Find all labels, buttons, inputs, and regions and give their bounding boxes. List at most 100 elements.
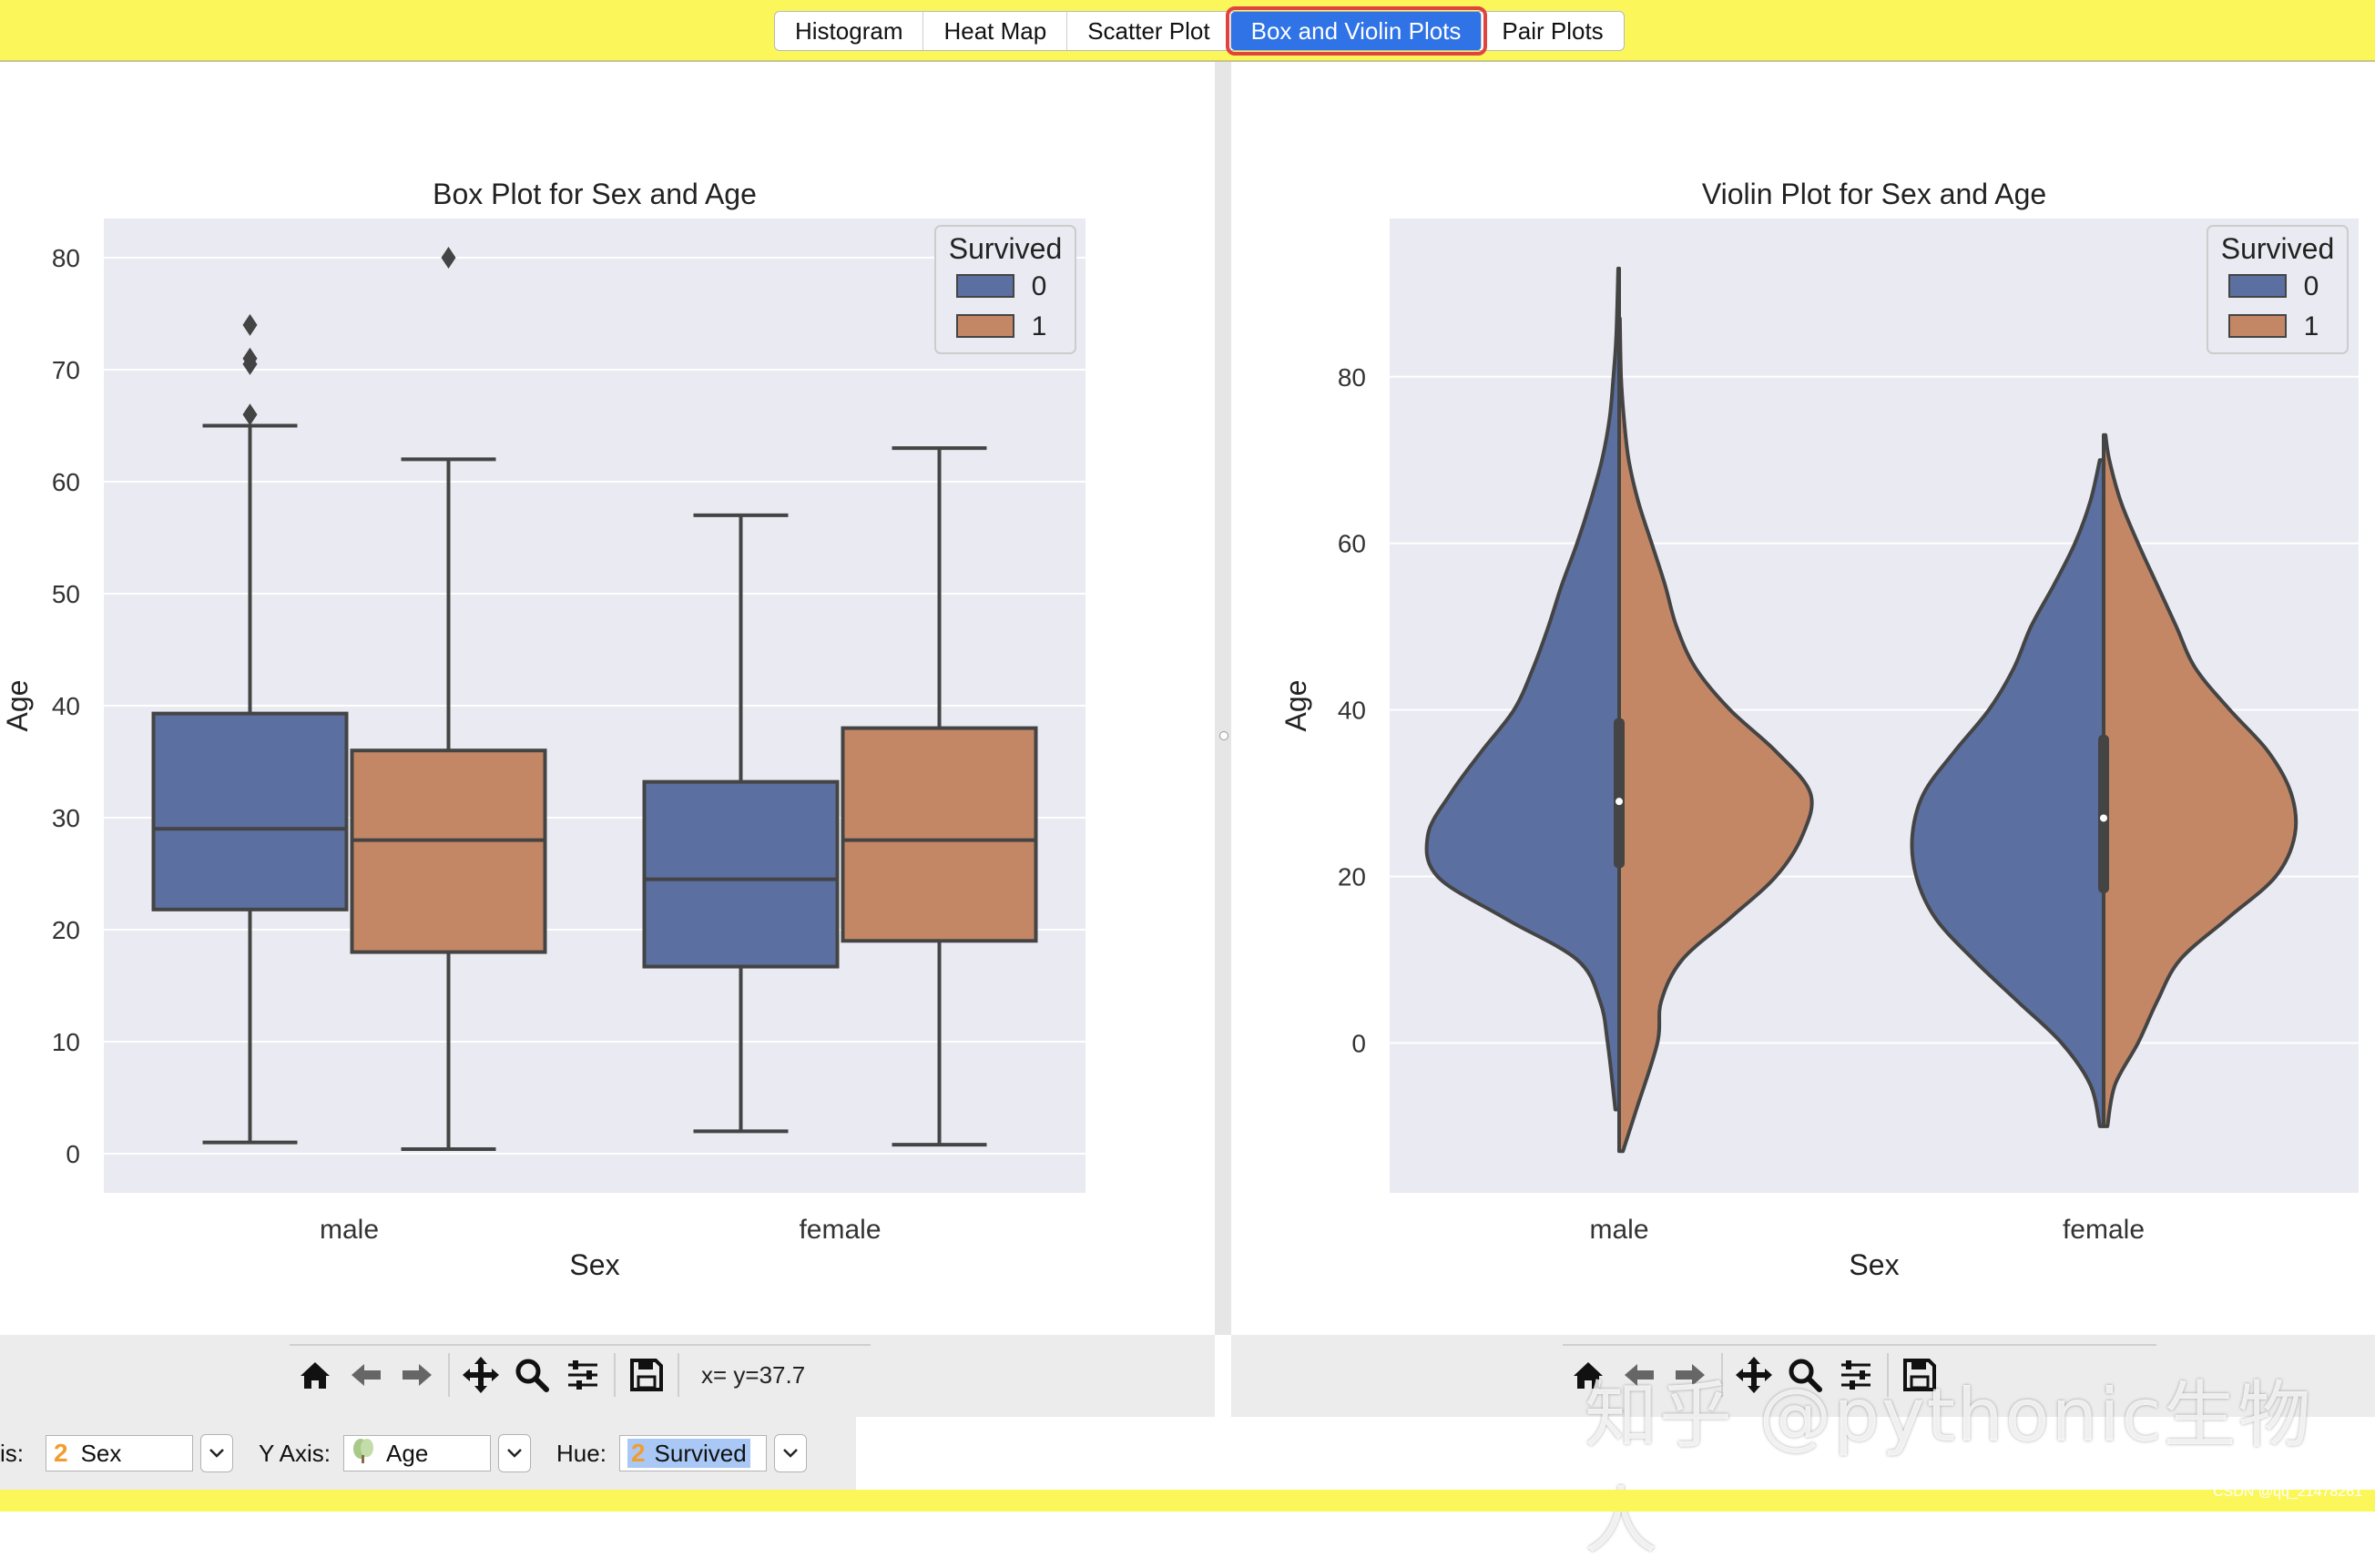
hue-value: Survived: [654, 1439, 747, 1467]
box-y-tick-label: 50: [52, 580, 80, 608]
violin-legend-swatch: [2228, 274, 2287, 298]
violin-plot-panel: 0 20 40 60 80 Violin Plot for Sex and Age male…: [1231, 62, 2375, 1335]
categorical-icon: 2: [54, 1439, 68, 1467]
box-legend-label: 0: [1032, 271, 1047, 301]
violin-legend-label: 1: [2304, 311, 2319, 341]
box-x-tick-label: female: [799, 1215, 881, 1245]
save-icon[interactable]: [1894, 1349, 1945, 1400]
box-outlier-point: [441, 247, 456, 270]
zoom-icon[interactable]: [1779, 1349, 1830, 1400]
axis-controls: is: 2 Sex Y Axis: Age Hue: 2 Survived: [0, 1417, 856, 1490]
violin-x-tick-label: female: [2063, 1215, 2145, 1245]
violin-x-tick-label: male: [1589, 1215, 1648, 1245]
x-axis-label: is:: [0, 1439, 24, 1467]
violin-legend-swatch: [2228, 314, 2287, 338]
violin-half-body: [1910, 458, 2105, 1128]
hue-select[interactable]: 2 Survived: [618, 1435, 767, 1471]
box-legend-swatch: [956, 314, 1014, 338]
forward-arrow-icon[interactable]: [1665, 1349, 1716, 1400]
violin-iqr-bar: [1614, 718, 1625, 869]
back-arrow-icon[interactable]: [341, 1349, 392, 1400]
box-y-tick-label: 70: [52, 356, 80, 384]
credit-text: CSDN @qq_21478261: [2213, 1484, 2362, 1500]
tab-heat-map[interactable]: Heat Map: [923, 12, 1068, 50]
box-plot-panel: 0 10 20 30 40 50 60 70 80 Box Plot for Sex and Ag…: [0, 62, 1215, 1335]
cursor-coordinates: x= y=37.7: [701, 1360, 806, 1389]
pan-icon[interactable]: [1728, 1349, 1779, 1400]
violin-x-axis-label: Sex: [1849, 1248, 1899, 1281]
box-plot-navigation-toolbar: x= y=37.7: [290, 1344, 871, 1404]
pan-icon[interactable]: [455, 1349, 506, 1400]
categorical-icon: 2: [630, 1439, 646, 1467]
y-axis-value: Age: [386, 1439, 429, 1467]
violin-legend-label: 0: [2304, 271, 2319, 301]
hue-selection-highlight: 2 Survived: [627, 1439, 750, 1468]
forward-arrow-icon[interactable]: [392, 1349, 443, 1400]
box-y-tick-label: 80: [52, 244, 80, 272]
box-y-axis-label: Age: [1, 680, 34, 732]
violin-median-point: [2100, 814, 2107, 822]
violin-y-tick-label: 20: [1338, 862, 1366, 891]
violin-y-tick-label: 0: [1351, 1029, 1366, 1057]
violin-plot-toolbar-area: [1231, 1335, 2375, 1417]
toolbar-separator: [1721, 1353, 1723, 1397]
violin-half-body: [2102, 433, 2299, 1128]
hue-dropdown-button[interactable]: [773, 1434, 807, 1472]
box-iqr-box: [151, 711, 349, 911]
window-bottom-bar: [0, 1490, 2375, 1512]
splitter-handle[interactable]: [1215, 62, 1231, 1335]
violin-half-body: [1617, 316, 1814, 1154]
violin-y-tick-label: 40: [1338, 697, 1366, 725]
box-outlier-point: [242, 347, 258, 370]
watermark: 知乎 @pythonic生物人: [1585, 1373, 2313, 1563]
box-x-tick-label: male: [320, 1215, 379, 1245]
box-iqr-box: [841, 726, 1038, 943]
box-plot-toolbar-area: x= y=37.7: [0, 1335, 1215, 1417]
box-legend-swatch: [956, 274, 1014, 298]
configure-icon[interactable]: [1830, 1349, 1881, 1400]
box-legend-title: Survived: [949, 232, 1063, 265]
tab-box-and-violin-plots[interactable]: Box and Violin Plots: [1225, 6, 1488, 56]
toolbar-separator: [678, 1353, 679, 1397]
tab-histogram[interactable]: Histogram: [775, 12, 924, 50]
box-y-tick-label: 40: [52, 692, 80, 720]
y-axis-dropdown-button[interactable]: [498, 1434, 532, 1472]
x-axis-dropdown-button[interactable]: [200, 1434, 233, 1472]
splitter-grip[interactable]: [1219, 731, 1228, 740]
toolbar-separator: [448, 1353, 450, 1397]
violin-y-axis-label: Age: [1279, 680, 1312, 732]
chevron-down-icon: [783, 1449, 798, 1458]
back-arrow-icon[interactable]: [1614, 1349, 1665, 1400]
tab-pair-plots[interactable]: Pair Plots: [1502, 17, 1604, 45]
box-y-tick-label: 0: [66, 1140, 80, 1168]
violin-y-tick-label: 80: [1338, 363, 1366, 392]
violin-title: Violin Plot for Sex and Age: [1702, 178, 2046, 210]
chevron-down-icon: [209, 1449, 224, 1458]
toolbar-separator: [614, 1353, 616, 1397]
save-icon[interactable]: [621, 1349, 672, 1400]
violin-median-point: [1616, 798, 1623, 806]
chevron-down-icon: [507, 1449, 522, 1458]
violin-y-tick-label: 60: [1338, 530, 1366, 558]
hue-label: Hue:: [556, 1439, 606, 1467]
box-y-tick-label: 60: [52, 468, 80, 496]
zoom-icon[interactable]: [506, 1349, 557, 1400]
y-axis-select[interactable]: Age: [343, 1435, 492, 1471]
violin-plot-navigation-toolbar: [1563, 1344, 2156, 1404]
tree-icon: [352, 1437, 375, 1471]
violin-plot-canvas[interactable]: 0 20 40 60 80 Violin Plot for Sex and Age male…: [1231, 62, 2375, 1335]
box-outlier-point: [242, 313, 258, 336]
home-icon[interactable]: [1563, 1349, 1614, 1400]
x-axis-select[interactable]: 2 Sex: [46, 1435, 193, 1471]
box-y-tick-label: 30: [52, 804, 80, 832]
box-y-tick-label: 10: [52, 1028, 80, 1056]
box-iqr-box: [350, 748, 547, 954]
tab-scatter-plot[interactable]: Scatter Plot: [1067, 12, 1231, 50]
home-icon[interactable]: [290, 1349, 341, 1400]
box-title: Box Plot for Sex and Age: [433, 178, 757, 210]
configure-icon[interactable]: [557, 1349, 608, 1400]
violin-half-body: [1424, 266, 1621, 1112]
box-legend-label: 1: [1032, 311, 1047, 341]
x-axis-value: Sex: [80, 1439, 122, 1467]
